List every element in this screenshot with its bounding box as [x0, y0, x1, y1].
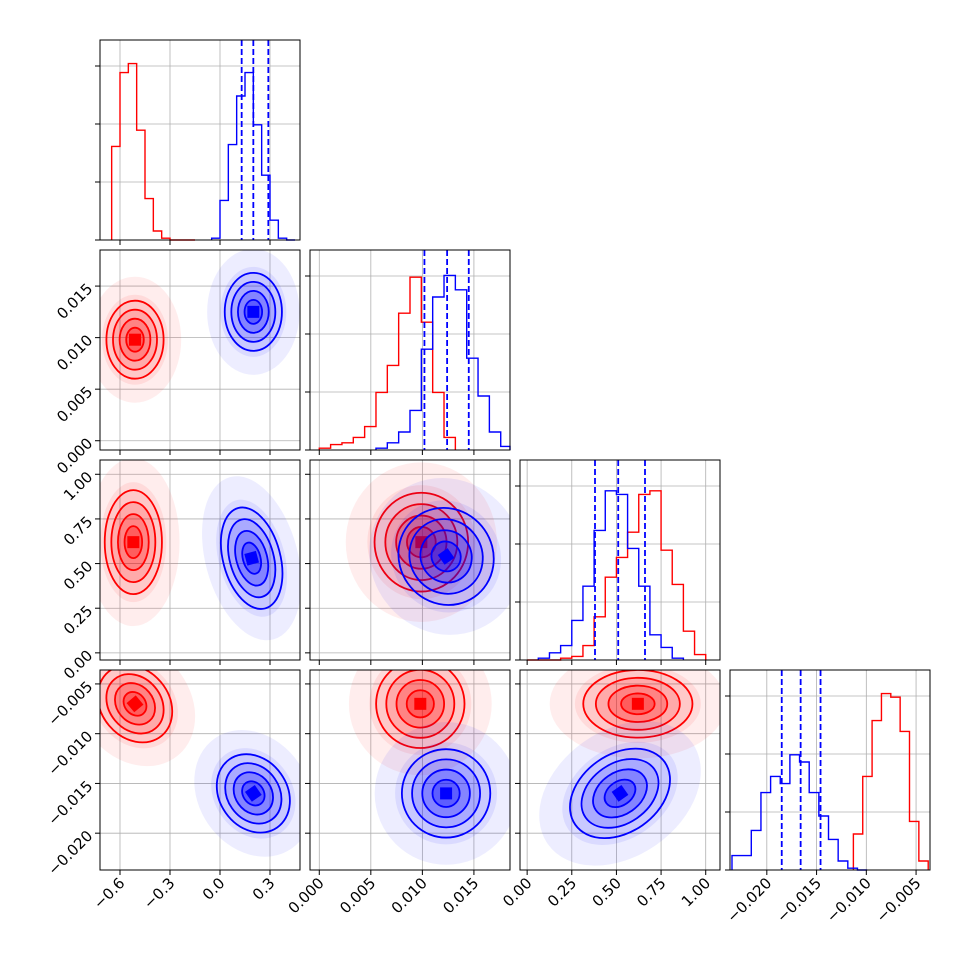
panel-diag-2 [515, 459, 721, 661]
panel-2-0 [99, 459, 301, 661]
panel-2-1 [309, 459, 511, 661]
x-tick-label: −0.010 [823, 874, 875, 926]
grid [520, 460, 720, 660]
axes-frame [519, 669, 721, 871]
panel-diag-1 [305, 249, 511, 451]
y-tick-label: 0.005 [53, 383, 96, 426]
x-tick-label: 0.0 [199, 874, 229, 904]
x-tick-label: 0.50 [589, 874, 625, 910]
y-tick-label: 0.000 [53, 434, 96, 477]
panel-body [520, 670, 720, 870]
axes-frame [519, 459, 721, 661]
density-red [345, 462, 497, 622]
panel-body [100, 670, 300, 870]
x-tick-label: −0.015 [773, 874, 825, 926]
density-peak [127, 536, 140, 549]
x-tick-label: 0.00 [499, 874, 535, 910]
panel-diag-3 [725, 669, 931, 871]
density-red [100, 276, 182, 403]
histogram-red [527, 490, 707, 661]
grid [730, 670, 930, 870]
density-blue [539, 721, 701, 866]
density-blue [202, 476, 300, 641]
y-tick-label: 0.00 [60, 646, 96, 682]
x-tick-label: −0.005 [873, 874, 925, 926]
y-tick-label: 0.015 [53, 280, 96, 323]
axes-frame [309, 669, 511, 871]
density-peak [440, 787, 453, 800]
axes-frame [99, 669, 301, 871]
density-red [549, 670, 720, 759]
panel-1-0 [99, 249, 301, 451]
panel-diag-0 [95, 39, 301, 241]
x-tick-label: −0.6 [90, 874, 128, 912]
x-tick-label: 0.25 [544, 874, 580, 910]
density-red [100, 460, 180, 627]
axes-frame [99, 249, 301, 451]
density-red [348, 670, 492, 776]
x-tick-label: 0.010 [388, 874, 431, 917]
histogram-red [318, 276, 457, 450]
density-peak [244, 550, 260, 566]
density-peak [244, 785, 262, 802]
density-peak [126, 695, 144, 713]
grid [520, 670, 720, 870]
scatter-cloud [348, 670, 492, 776]
density-peak [631, 697, 644, 710]
panel-body [100, 250, 300, 450]
axes-frame [729, 669, 931, 871]
x-tick-label: 0.75 [633, 874, 669, 910]
axes-frame [99, 459, 301, 661]
y-tick-label: 0.010 [53, 331, 96, 374]
y-tick-label: −0.020 [44, 827, 96, 879]
grid [100, 40, 300, 240]
density-peak [437, 548, 455, 565]
panel-3-0 [99, 669, 301, 871]
density-blue [374, 722, 510, 865]
density-peak [415, 536, 428, 549]
grid [310, 460, 510, 660]
y-tick-label: −0.015 [44, 777, 96, 829]
panel-body [100, 460, 300, 660]
density-red [100, 670, 196, 767]
density-peak [414, 697, 427, 710]
density-peak [247, 305, 260, 318]
x-tick-label: 0.3 [249, 874, 279, 904]
y-tick-label: 0.25 [60, 602, 96, 638]
axes-frame [309, 459, 511, 661]
panel-body [310, 670, 510, 870]
axes-frame [99, 39, 301, 241]
grid [100, 460, 300, 660]
panel-3-1 [309, 669, 511, 871]
x-tick-label: 0.015 [439, 874, 482, 917]
density-blue [369, 477, 510, 635]
y-tick-label: −0.010 [44, 727, 96, 779]
scatter-cloud [100, 460, 180, 627]
axes-frame [309, 249, 511, 451]
x-tick-label: −0.020 [723, 874, 775, 926]
density-peak [129, 333, 141, 346]
density-peak [611, 785, 629, 802]
x-tick-label: 1.00 [678, 874, 714, 910]
scatter-cloud [369, 670, 472, 755]
y-tick-label: 0.50 [60, 557, 96, 593]
panel-body [310, 460, 510, 660]
histogram-red [110, 62, 195, 241]
x-tick-label: 0.000 [285, 874, 328, 917]
x-tick-label: −0.3 [140, 874, 178, 912]
y-tick-label: −0.005 [44, 678, 96, 730]
y-tick-label: 0.75 [60, 513, 96, 549]
density-blue [207, 250, 300, 375]
panel-3-2 [519, 669, 721, 871]
histogram-red [852, 692, 929, 870]
histogram-blue [537, 490, 685, 660]
x-tick-label: 0.005 [336, 874, 379, 917]
histogram-blue [375, 274, 511, 450]
density-blue [194, 730, 300, 857]
grid [310, 250, 510, 450]
grid [100, 250, 300, 450]
histogram-blue [731, 754, 868, 871]
